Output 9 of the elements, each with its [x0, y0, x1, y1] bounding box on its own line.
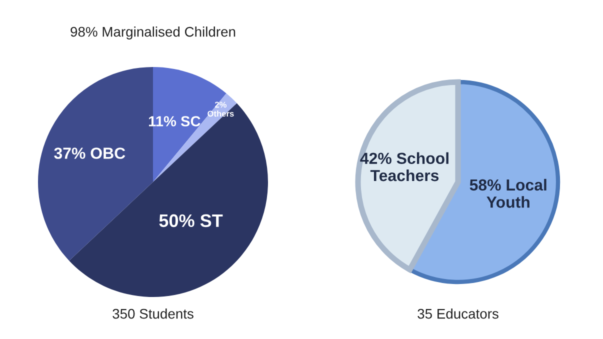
data-label: 58% Local Youth — [470, 178, 546, 208]
data-label: 50% ST — [159, 214, 223, 228]
data-label: 37% OBC — [54, 148, 126, 159]
pie-slice — [355, 79, 461, 272]
data-label: 11% SC — [148, 116, 200, 126]
text: 350 Students — [112, 308, 194, 319]
data-label: 42% School Teachers — [360, 152, 448, 182]
chart-title: 98% Marginalised Children — [70, 26, 236, 40]
text: 35 Educators — [418, 308, 498, 319]
